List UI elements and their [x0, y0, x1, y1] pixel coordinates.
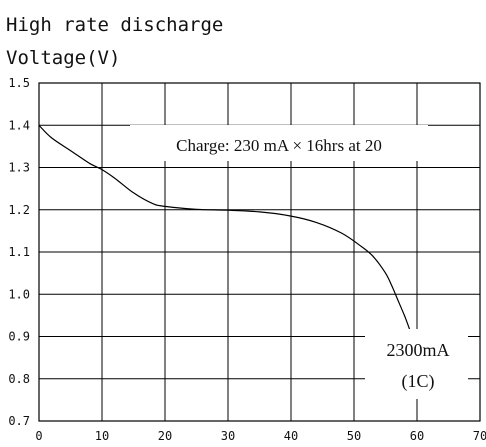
plot-frame	[38, 82, 481, 422]
curve-label-box	[365, 329, 468, 399]
y-tick-label: 1.3	[8, 161, 30, 175]
tick-labels: 0 10 20 30 40 50 60 70 0.7 0.8 0.9 1.0 1.1 1.2 1.3 1.4 1…	[8, 76, 486, 443]
annotation-box	[130, 125, 428, 161]
y-tick-label: 1.5	[8, 76, 30, 90]
x-tick-label: 0	[35, 429, 42, 443]
x-tick-label: 10	[95, 429, 109, 443]
y-tick-label: 1.2	[8, 203, 30, 217]
y-axis-label: Voltage(V)	[6, 47, 120, 69]
y-tick-label: 0.7	[8, 414, 30, 428]
charge-annotation: Charge: 230 mA × 16hrs at 20	[176, 136, 382, 155]
y-tick-label: 0.9	[8, 330, 30, 344]
x-tick-label: 70	[473, 429, 486, 443]
chart-title: High rate discharge	[6, 14, 223, 36]
curve-label-current: 2300mA	[387, 340, 450, 360]
x-tick-label: 30	[221, 429, 235, 443]
x-tick-label: 60	[410, 429, 424, 443]
x-tick-label: 50	[347, 429, 361, 443]
discharge-curve	[38, 124, 412, 333]
x-tick-label: 20	[158, 429, 172, 443]
y-tick-label: 1.4	[8, 118, 30, 132]
y-tick-label: 1.0	[8, 287, 30, 301]
curve-label-rate: (1C)	[402, 371, 435, 392]
x-tick-label: 40	[284, 429, 298, 443]
y-tick-label: 0.8	[8, 372, 30, 386]
y-tick-label: 1.1	[8, 245, 30, 259]
